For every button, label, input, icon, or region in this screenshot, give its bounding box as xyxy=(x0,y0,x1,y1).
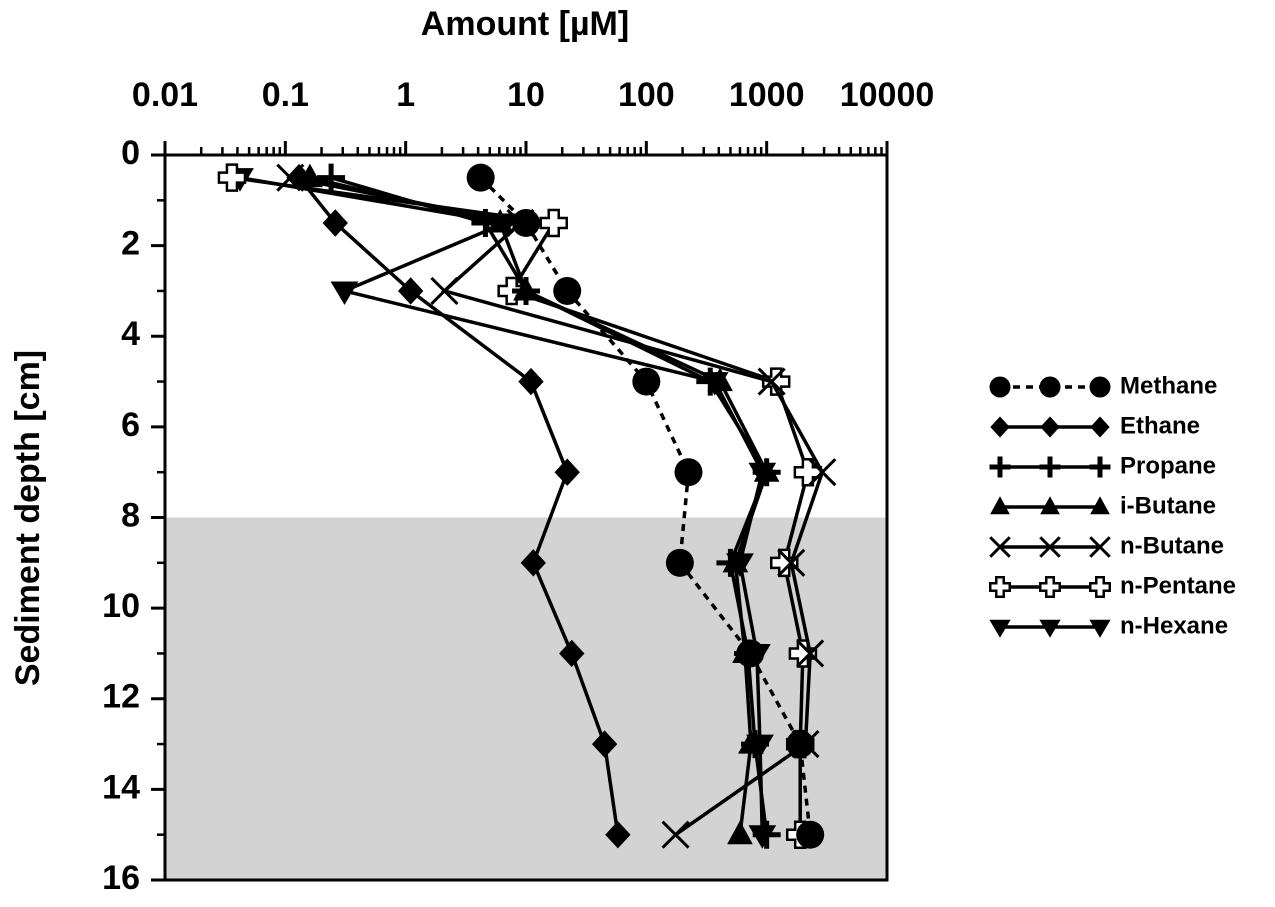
marker xyxy=(793,457,823,487)
legend-marker xyxy=(989,376,1011,398)
marker xyxy=(665,548,694,577)
legend-label: n-Pentane xyxy=(1120,572,1236,599)
y-axis-title: Sediment depth [cm] xyxy=(9,350,47,686)
marker xyxy=(674,458,703,487)
marker xyxy=(736,639,765,668)
legend-marker xyxy=(1039,456,1061,478)
legend-marker xyxy=(989,576,1011,598)
marker xyxy=(518,367,544,396)
marker xyxy=(796,639,825,668)
marker xyxy=(786,730,815,759)
y-tick-label: 6 xyxy=(121,406,140,444)
marker xyxy=(430,276,459,305)
marker xyxy=(330,281,359,305)
marker xyxy=(777,548,806,577)
legend-marker xyxy=(1089,619,1111,638)
marker xyxy=(286,163,312,192)
marker xyxy=(497,276,526,306)
marker xyxy=(553,276,582,305)
y-tick-label: 10 xyxy=(102,587,140,625)
marker xyxy=(559,639,585,668)
marker xyxy=(397,277,424,305)
marker xyxy=(591,730,618,758)
marker xyxy=(322,209,348,237)
marker xyxy=(796,820,825,849)
legend-label: i-Butane xyxy=(1120,492,1216,519)
legend-marker xyxy=(1090,496,1110,515)
marker xyxy=(632,367,661,396)
y-tick-label: 16 xyxy=(102,859,140,897)
x-tick-label: 100 xyxy=(618,76,675,114)
marker xyxy=(741,730,770,759)
y-tick-label: 2 xyxy=(121,225,140,263)
legend-marker xyxy=(1090,416,1110,438)
series-line xyxy=(479,176,812,835)
x-axis-title: Amount [µM] xyxy=(421,5,629,43)
legend-marker xyxy=(989,536,1011,558)
marker xyxy=(512,208,540,237)
legend-marker xyxy=(1040,416,1060,438)
legend-marker xyxy=(1039,376,1061,398)
marker xyxy=(761,367,791,396)
legend-marker xyxy=(1089,456,1111,478)
legend-label: Methane xyxy=(1120,372,1217,399)
marker xyxy=(512,276,540,305)
y-tick-label: 8 xyxy=(121,496,140,534)
marker xyxy=(696,367,725,396)
legend-marker xyxy=(1089,376,1111,398)
marker xyxy=(770,548,799,578)
marker xyxy=(752,458,781,487)
legend-marker xyxy=(1089,536,1111,558)
marker xyxy=(466,163,495,192)
legend-label: n-Butane xyxy=(1120,532,1224,559)
marker xyxy=(520,549,546,577)
x-tick-label: 1 xyxy=(396,76,415,114)
legend-marker xyxy=(1039,619,1061,638)
marker xyxy=(727,820,753,845)
marker xyxy=(539,208,568,238)
marker xyxy=(757,367,786,396)
legend-marker xyxy=(989,619,1011,638)
marker xyxy=(716,548,745,577)
x-tick-label: 1000 xyxy=(729,76,805,114)
marker xyxy=(605,820,631,849)
y-tick-label: 0 xyxy=(121,134,140,172)
x-tick-label: 10 xyxy=(507,76,545,114)
legend-label: n-Hexane xyxy=(1120,612,1228,639)
marker xyxy=(752,820,781,849)
marker xyxy=(471,208,500,237)
shaded-region xyxy=(165,517,887,880)
legend-marker xyxy=(1040,496,1060,515)
legend-marker xyxy=(990,496,1010,515)
marker xyxy=(661,820,690,849)
legend-label: Propane xyxy=(1120,452,1216,479)
x-tick-label: 0.01 xyxy=(132,76,198,114)
marker xyxy=(554,458,580,486)
x-tick-label: 10000 xyxy=(840,76,935,114)
marker xyxy=(317,163,346,192)
legend-marker xyxy=(989,456,1011,478)
y-tick-label: 12 xyxy=(102,678,140,716)
legend-marker xyxy=(1039,536,1061,558)
legend-marker xyxy=(990,416,1010,438)
y-tick-label: 4 xyxy=(121,315,140,353)
marker xyxy=(808,458,837,487)
x-tick-label: 0.1 xyxy=(262,76,309,114)
marker xyxy=(217,163,247,192)
legend-label: Ethane xyxy=(1120,412,1200,439)
legend-marker xyxy=(1039,576,1061,598)
y-tick-label: 14 xyxy=(102,768,140,806)
legend-marker xyxy=(1089,576,1111,598)
